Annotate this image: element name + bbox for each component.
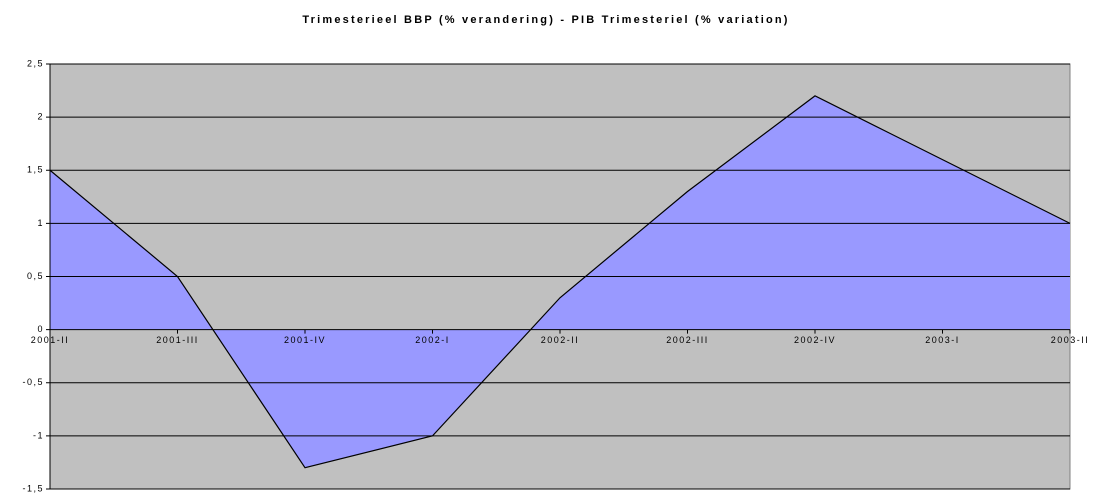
chart-title: Trimesterieel BBP (% verandering) - PIB …: [302, 14, 789, 26]
x-tick-label: 2001-II: [31, 335, 70, 345]
y-tick-label: 1,5: [27, 165, 44, 175]
y-tick-label: 0: [37, 324, 44, 334]
x-tick-label: 2003-II: [1051, 335, 1090, 345]
x-tick-label: 2002-IV: [794, 335, 836, 345]
y-tick-label: 2,5: [27, 58, 44, 68]
x-tick-label: 2001-III: [156, 335, 199, 345]
y-tick-label: 1: [37, 218, 44, 228]
x-tick-label: 2003-I: [925, 335, 960, 345]
x-tick-label: 2002-I: [415, 335, 450, 345]
x-tick-label: 2002-II: [541, 335, 580, 345]
line: [49, 95, 1071, 469]
x-tick-label: 2001-IV: [284, 335, 326, 345]
x-tick-label: 2002-III: [666, 335, 709, 345]
area: [50, 95, 1070, 468]
y-tick-label: 0,5: [27, 271, 44, 281]
y-tick-label: -1,5: [22, 483, 44, 493]
y-tick-label: -0,5: [22, 377, 44, 387]
y-tick-label: 2: [37, 112, 44, 122]
y-tick-label: -1: [33, 430, 44, 440]
